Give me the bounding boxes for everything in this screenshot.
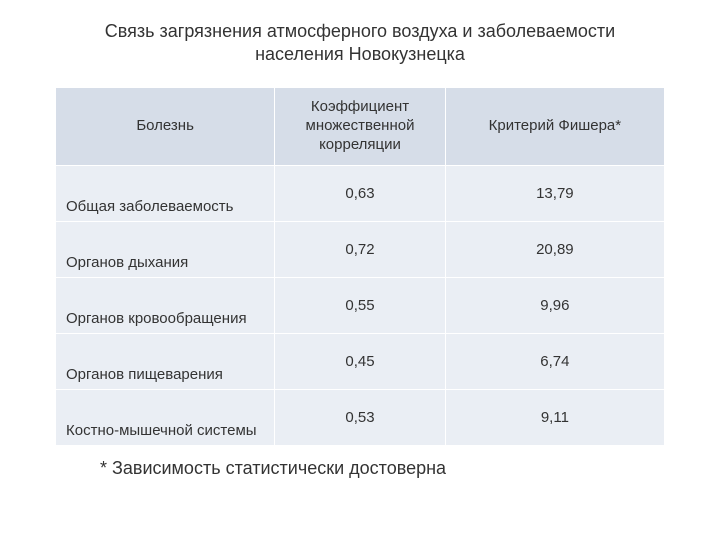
table-row: Органов дыхания 0,72 20,89 bbox=[56, 221, 665, 277]
cell-coef: 0,63 bbox=[275, 165, 446, 221]
table-header-row: Болезнь Коэффициент множественной коррел… bbox=[56, 87, 665, 165]
cell-coef: 0,53 bbox=[275, 389, 446, 445]
cell-coef: 0,45 bbox=[275, 333, 446, 389]
cell-disease: Органов дыхания bbox=[56, 221, 275, 277]
cell-fisher: 9,96 bbox=[445, 277, 664, 333]
table-row: Общая заболеваемость 0,63 13,79 bbox=[56, 165, 665, 221]
col-header-fisher: Критерий Фишера* bbox=[445, 87, 664, 165]
cell-fisher: 6,74 bbox=[445, 333, 664, 389]
cell-disease: Органов пищеварения bbox=[56, 333, 275, 389]
cell-coef: 0,72 bbox=[275, 221, 446, 277]
data-table: Болезнь Коэффициент множественной коррел… bbox=[55, 87, 665, 446]
cell-disease: Общая заболеваемость bbox=[56, 165, 275, 221]
cell-disease: Органов кровообращения bbox=[56, 277, 275, 333]
footnote: * Зависимость статистически достоверна bbox=[0, 446, 720, 479]
cell-disease: Костно-мышечной системы bbox=[56, 389, 275, 445]
table-container: Болезнь Коэффициент множественной коррел… bbox=[0, 77, 720, 446]
col-header-coef: Коэффициент множественной корреляции bbox=[275, 87, 446, 165]
table-row: Органов кровообращения 0,55 9,96 bbox=[56, 277, 665, 333]
cell-coef: 0,55 bbox=[275, 277, 446, 333]
table-row: Костно-мышечной системы 0,53 9,11 bbox=[56, 389, 665, 445]
table-row: Органов пищеварения 0,45 6,74 bbox=[56, 333, 665, 389]
page-title: Связь загрязнения атмосферного воздуха и… bbox=[0, 0, 720, 77]
col-header-disease: Болезнь bbox=[56, 87, 275, 165]
cell-fisher: 20,89 bbox=[445, 221, 664, 277]
cell-fisher: 9,11 bbox=[445, 389, 664, 445]
cell-fisher: 13,79 bbox=[445, 165, 664, 221]
